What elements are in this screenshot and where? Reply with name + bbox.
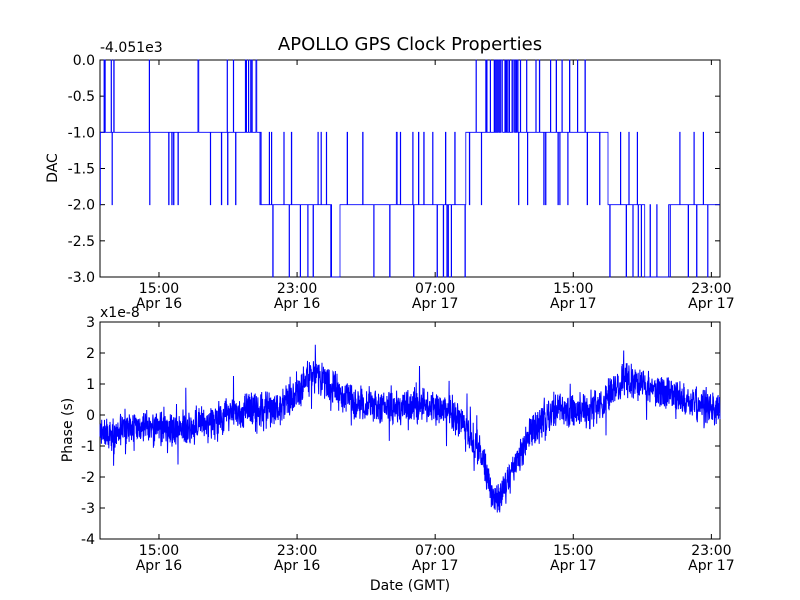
phase-offset-label: x1e-8 bbox=[100, 305, 140, 321]
y-tick-label: -2.5 bbox=[68, 234, 95, 250]
y-tick-label: 0.0 bbox=[73, 53, 95, 69]
y-tick-label: -3.0 bbox=[68, 270, 95, 286]
y-tick-label: -2.0 bbox=[68, 198, 95, 214]
x-tick-time-label: 23:00 bbox=[277, 543, 317, 559]
dac-panel: -4.051e3 DAC 0.0 -0.5 -1.0 -1.5 -2.0 -2.5 -3.0… bbox=[45, 40, 735, 312]
y-tick-label: -3 bbox=[81, 501, 95, 517]
dac-offset-label: -4.051e3 bbox=[100, 40, 163, 56]
x-tick-time-label: 07:00 bbox=[415, 281, 455, 297]
x-tick-date-label: Apr 17 bbox=[412, 296, 458, 312]
y-tick-label: -1.0 bbox=[68, 125, 95, 141]
x-tick-date-label: Apr 16 bbox=[136, 558, 183, 574]
x-tick-date-label: Apr 17 bbox=[550, 558, 596, 574]
y-tick-label: -0.5 bbox=[68, 89, 95, 105]
x-tick-date-label: Apr 17 bbox=[688, 558, 734, 574]
y-tick-label: 2 bbox=[86, 346, 95, 362]
y-tick-label: -4 bbox=[81, 532, 95, 548]
dac-y-axis-label: DAC bbox=[45, 153, 61, 183]
x-tick-time-label: 15:00 bbox=[553, 281, 593, 297]
x-tick-date-label: Apr 17 bbox=[688, 296, 734, 312]
x-tick-time-label: 23:00 bbox=[691, 543, 731, 559]
dac-series-line bbox=[100, 59, 720, 278]
x-tick-date-label: Apr 17 bbox=[550, 296, 596, 312]
x-tick-time-label: 23:00 bbox=[277, 281, 317, 297]
x-tick-time-label: 15:00 bbox=[553, 543, 593, 559]
y-tick-label: -1.5 bbox=[68, 162, 95, 178]
y-tick-label: -2 bbox=[81, 470, 95, 486]
x-tick-date-label: Apr 16 bbox=[274, 558, 321, 574]
phase-panel: x1e-8 Phase (s) Date (GMT) 3210-1-2-3-4 … bbox=[60, 305, 735, 594]
x-tick-time-label: 15:00 bbox=[139, 281, 179, 297]
x-tick-time-label: 15:00 bbox=[139, 543, 179, 559]
phase-series-line bbox=[99, 344, 721, 513]
x-tick-time-label: 23:00 bbox=[691, 281, 731, 297]
x-tick-time-label: 07:00 bbox=[415, 543, 455, 559]
y-tick-label: 1 bbox=[86, 377, 95, 393]
phase-x-axis-label: Date (GMT) bbox=[370, 578, 450, 594]
chart-title: APOLLO GPS Clock Properties bbox=[278, 34, 542, 55]
x-tick-date-label: Apr 16 bbox=[274, 296, 321, 312]
x-tick-date-label: Apr 16 bbox=[136, 296, 183, 312]
y-tick-label: 3 bbox=[86, 315, 95, 331]
phase-y-axis-label: Phase (s) bbox=[60, 398, 76, 462]
x-tick-date-label: Apr 17 bbox=[412, 558, 458, 574]
y-tick-label: -1 bbox=[81, 439, 95, 455]
y-tick-label: 0 bbox=[86, 408, 95, 424]
